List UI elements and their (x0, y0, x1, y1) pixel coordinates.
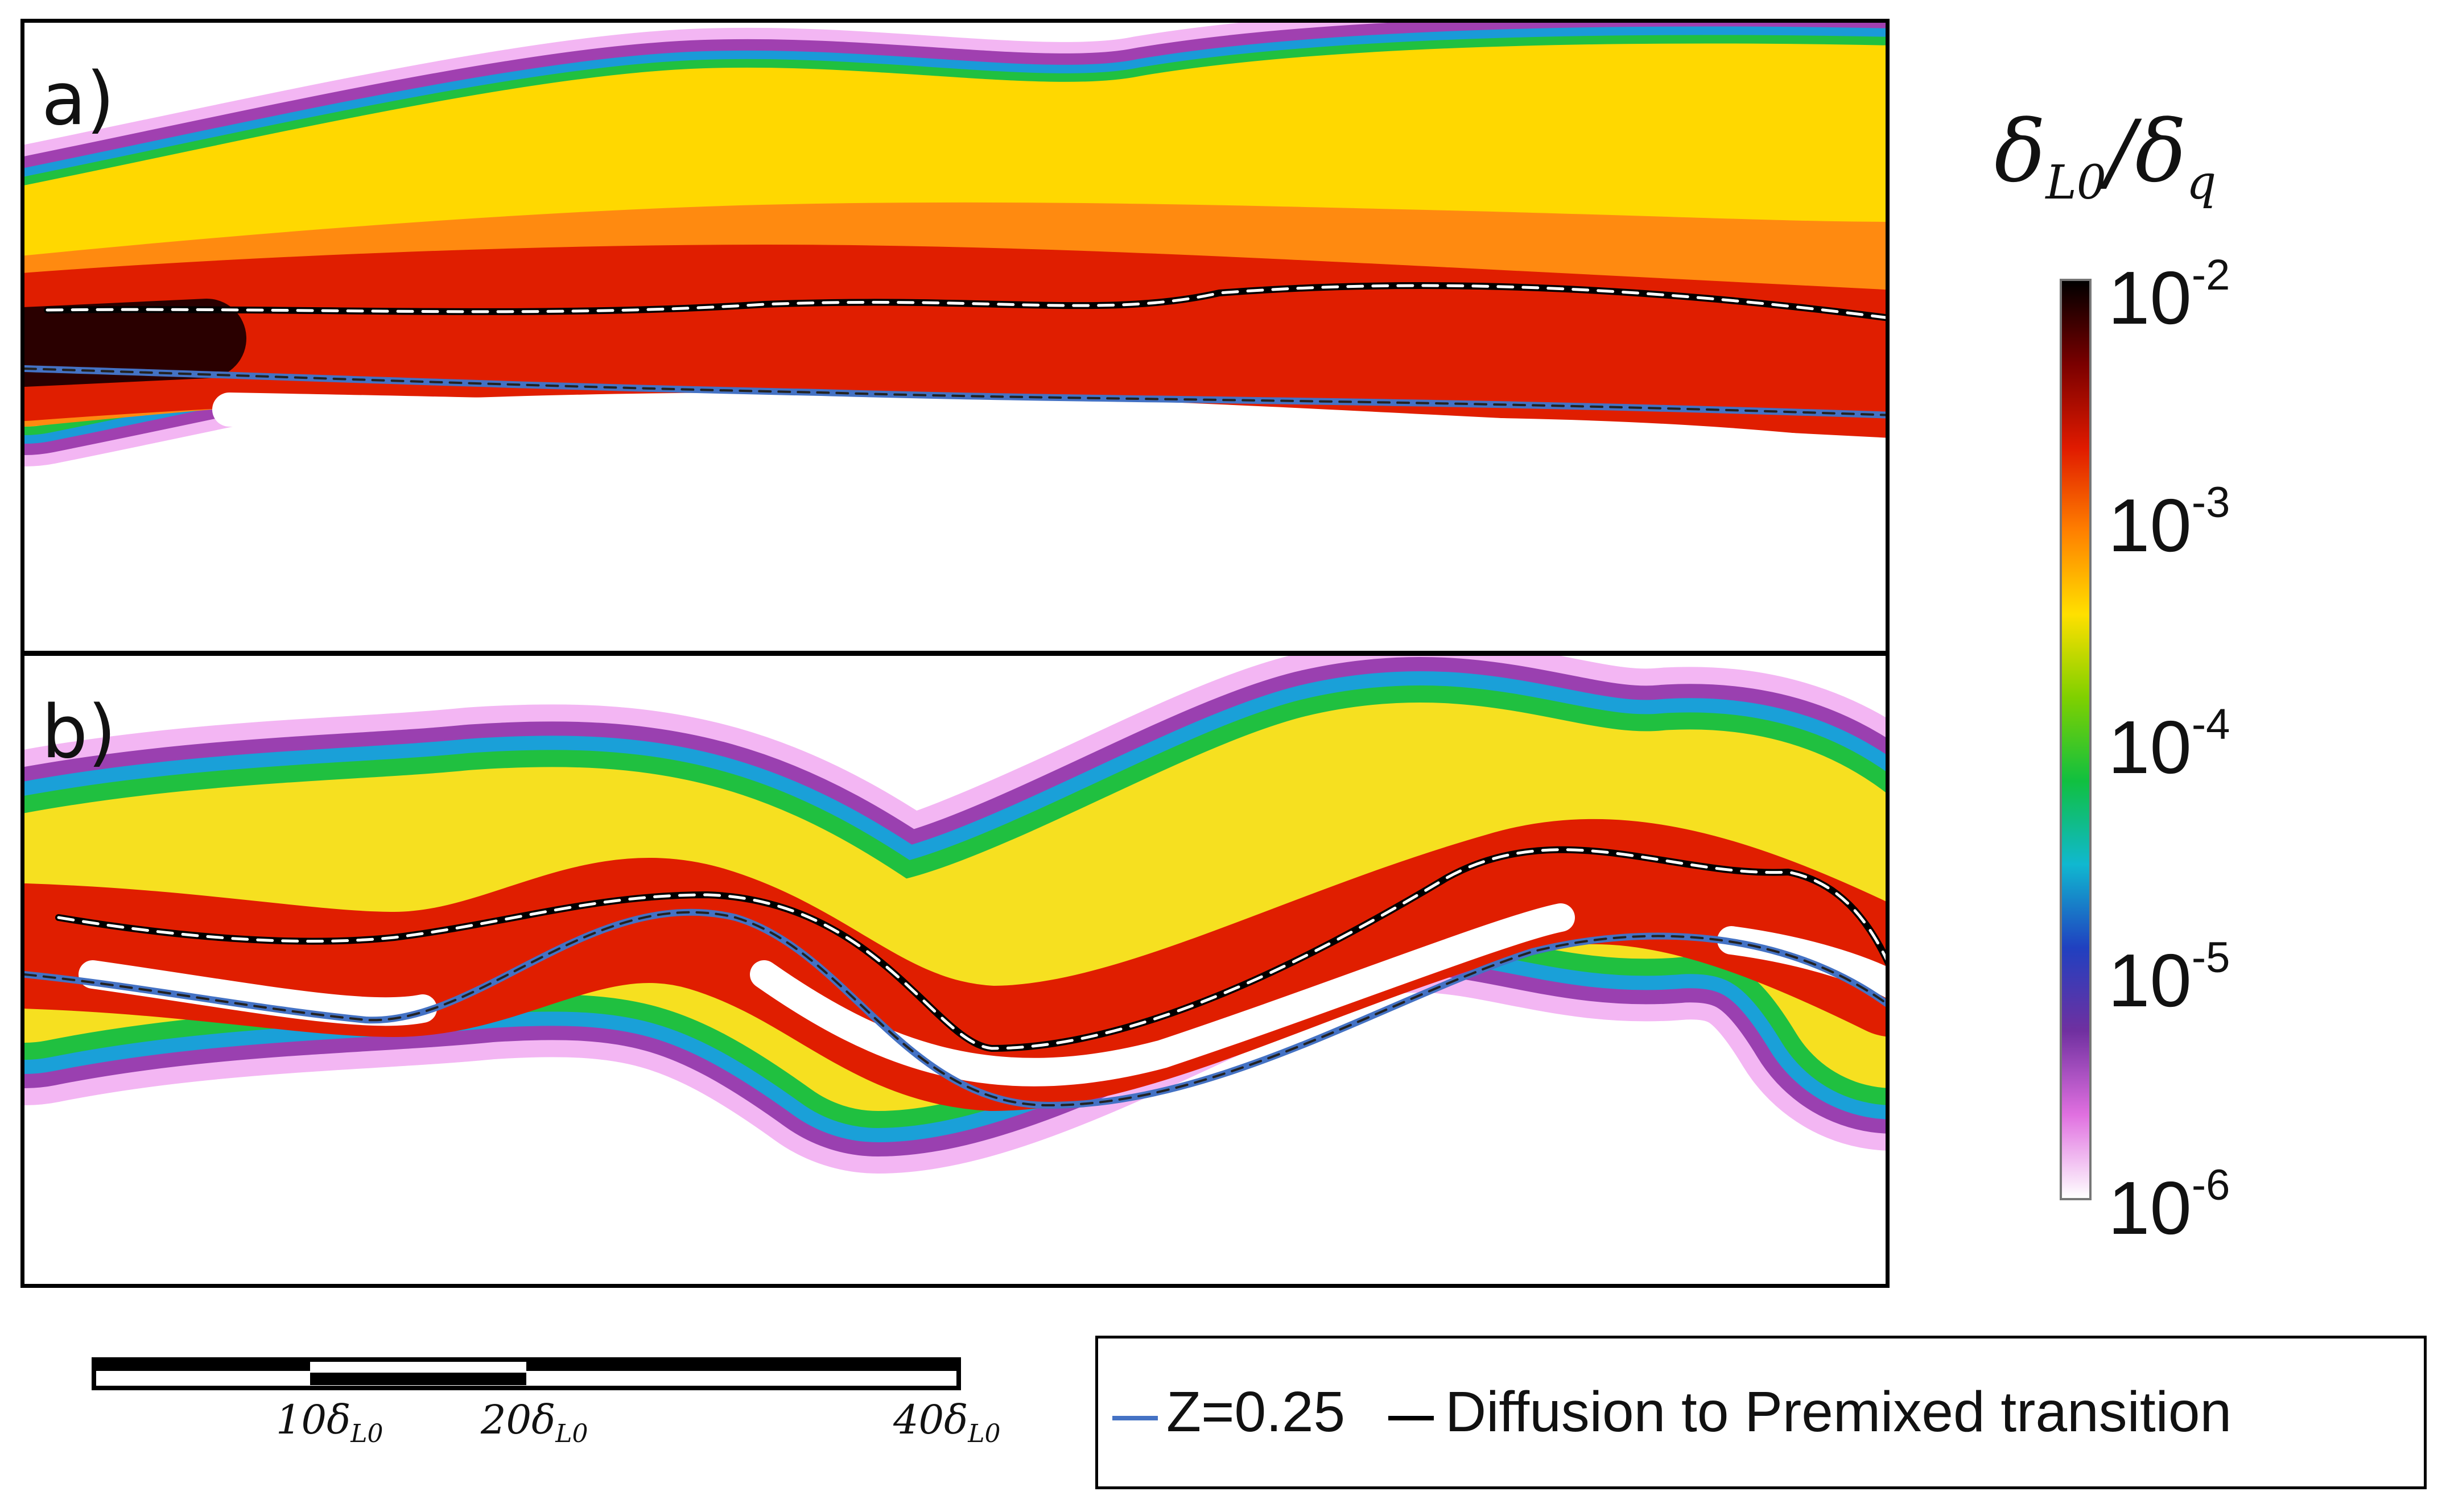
colorbar-title-sub1: L0 (2045, 156, 2106, 210)
colorbar-title: δL0/δq (1994, 102, 2216, 210)
scale-sym: δ (531, 1397, 556, 1443)
tick-base: 10 (2108, 939, 2192, 1022)
scale-bar-seg-3-top (526, 1360, 959, 1371)
scale-bar (92, 1357, 961, 1390)
scale-value: 20 (481, 1397, 532, 1443)
flame-band-red (24, 819, 1886, 1111)
scale-label-10: 10δL0 (276, 1397, 383, 1448)
colorbar-tick-1e-3: 10-3 (2108, 478, 2230, 568)
tick-base: 10 (2108, 705, 2192, 789)
legend-label-z: Z=0.25 (1166, 1380, 1346, 1444)
colorbar-tick-1e-6: 10-6 (2108, 1160, 2230, 1251)
colorbar-tick-1e-2: 10-2 (2108, 250, 2230, 341)
scale-value: 10 (276, 1397, 327, 1443)
transition-line-dash (57, 848, 1886, 1050)
scale-label-20: 20δL0 (481, 1397, 588, 1448)
z-iso-line-dash (24, 367, 1886, 416)
z-iso-line-dash (24, 911, 1886, 1106)
tick-base: 10 (2108, 1166, 2192, 1250)
legend-swatch-transition (1388, 1416, 1434, 1420)
scale-bar-seg-1-top (94, 1360, 310, 1371)
tick-base: 10 (2108, 256, 2192, 340)
tick-exp: -3 (2191, 478, 2230, 527)
colorbar-tick-1e-4: 10-4 (2108, 700, 2230, 790)
colorbar-title-main: δ (1994, 102, 2046, 201)
quench-gap (212, 393, 1886, 477)
transition-line-dash (46, 284, 1886, 319)
legend-swatch-z (1112, 1416, 1158, 1420)
legend: Z=0.25 Diffusion to Premixed transition (1095, 1336, 2427, 1489)
scale-sub: L0 (555, 1419, 588, 1448)
panel-a-field (24, 23, 1886, 477)
colorbar-title-slash: /δ (2106, 102, 2187, 201)
scale-sym: δ (944, 1397, 968, 1443)
panel-a: a) (20, 19, 1890, 655)
legend-label-transition: Diffusion to Premixed transition (1445, 1380, 2232, 1444)
colorbar-tick-1e-5: 10-5 (2108, 933, 2230, 1023)
flame-core-dark (24, 299, 246, 387)
colorbar-title-sub2: q (2186, 156, 2217, 210)
tick-exp: -6 (2191, 1161, 2230, 1209)
tick-exp: -2 (2191, 251, 2230, 299)
panel-b-label: b) (42, 690, 117, 775)
tick-exp: -5 (2191, 933, 2230, 982)
scale-sym: δ (327, 1397, 351, 1443)
panel-b: b) (20, 652, 1890, 1288)
flame-band-red (24, 245, 1886, 438)
panel-a-label: a) (42, 57, 115, 142)
scale-sub: L0 (350, 1419, 383, 1448)
scale-bar-seg-2-bottom (310, 1373, 526, 1385)
colorbar (2060, 279, 2092, 1200)
panel-b-field (24, 656, 1886, 1174)
tick-base: 10 (2108, 484, 2192, 567)
tick-exp: -4 (2191, 700, 2230, 749)
scale-sub: L0 (968, 1419, 1001, 1448)
scale-value: 40 (893, 1397, 944, 1443)
scale-label-40: 40δL0 (893, 1397, 1000, 1448)
